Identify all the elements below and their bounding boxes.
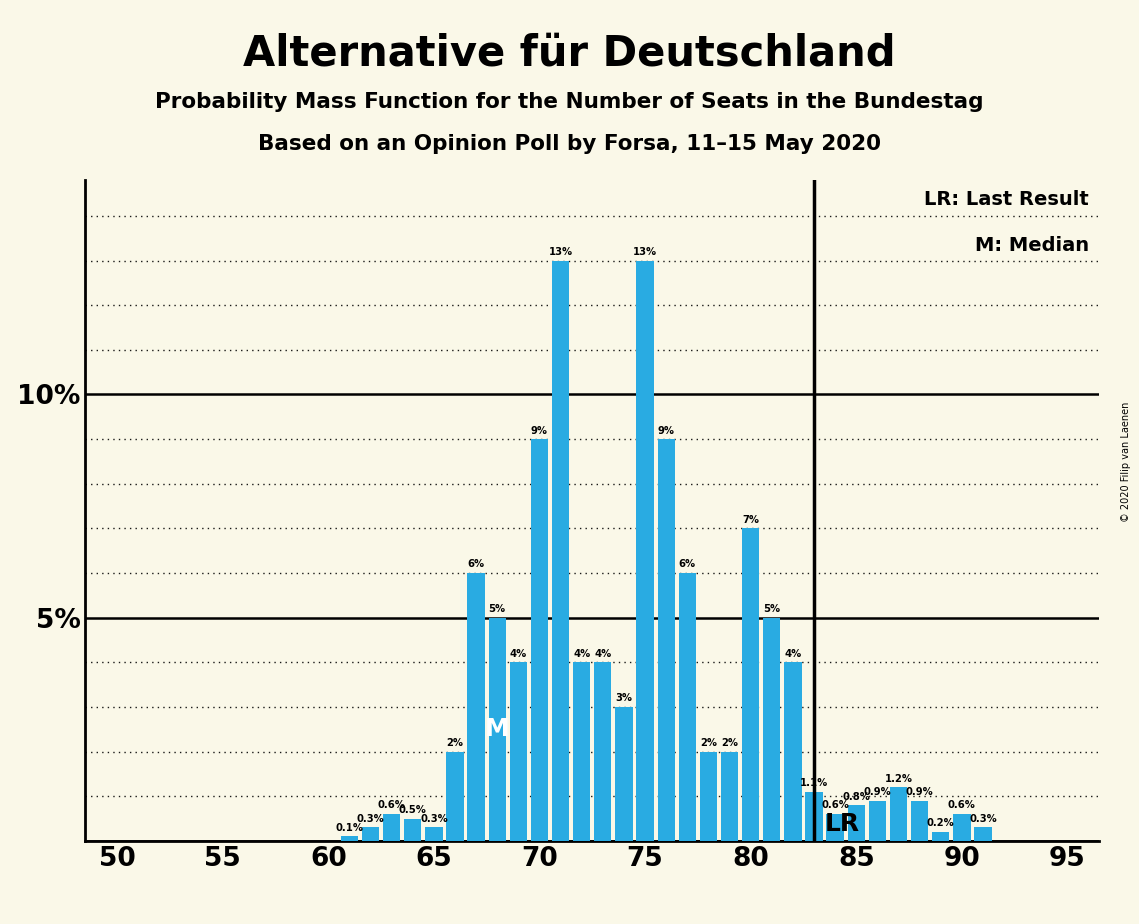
Text: 3%: 3% bbox=[615, 693, 632, 703]
Bar bbox=[510, 663, 527, 841]
Text: LR: LR bbox=[825, 812, 860, 836]
Bar bbox=[657, 439, 674, 841]
Text: M: Median: M: Median bbox=[975, 237, 1089, 255]
Text: 13%: 13% bbox=[633, 247, 657, 257]
Bar bbox=[785, 663, 802, 841]
Text: 6%: 6% bbox=[679, 559, 696, 569]
Bar bbox=[383, 814, 400, 841]
Text: 0.2%: 0.2% bbox=[927, 819, 954, 828]
Text: 2%: 2% bbox=[721, 738, 738, 748]
Text: Based on an Opinion Poll by Forsa, 11–15 May 2020: Based on an Opinion Poll by Forsa, 11–15… bbox=[259, 134, 880, 154]
Text: 1.1%: 1.1% bbox=[800, 778, 828, 788]
Text: M: M bbox=[485, 717, 509, 741]
Bar bbox=[679, 573, 696, 841]
Text: 0.3%: 0.3% bbox=[420, 814, 448, 824]
Bar bbox=[890, 787, 907, 841]
Bar bbox=[847, 805, 865, 841]
Bar bbox=[911, 801, 928, 841]
Bar bbox=[552, 261, 570, 841]
Text: 0.9%: 0.9% bbox=[863, 787, 891, 797]
Text: 4%: 4% bbox=[785, 649, 802, 659]
Bar bbox=[699, 751, 718, 841]
Text: 4%: 4% bbox=[573, 649, 590, 659]
Text: 13%: 13% bbox=[549, 247, 573, 257]
Bar bbox=[362, 828, 379, 841]
Bar bbox=[637, 261, 654, 841]
Bar bbox=[763, 617, 780, 841]
Text: 0.6%: 0.6% bbox=[378, 800, 405, 810]
Text: 5%: 5% bbox=[763, 604, 780, 614]
Bar bbox=[932, 832, 950, 841]
Bar bbox=[805, 792, 822, 841]
Text: 0.8%: 0.8% bbox=[843, 792, 870, 801]
Bar bbox=[573, 663, 590, 841]
Bar bbox=[741, 529, 760, 841]
Text: Alternative für Deutschland: Alternative für Deutschland bbox=[244, 32, 895, 74]
Text: 2%: 2% bbox=[700, 738, 716, 748]
Bar bbox=[531, 439, 548, 841]
Text: 9%: 9% bbox=[657, 426, 674, 435]
Bar bbox=[953, 814, 970, 841]
Text: LR: Last Result: LR: Last Result bbox=[924, 190, 1089, 209]
Text: 0.1%: 0.1% bbox=[335, 822, 363, 833]
Bar bbox=[341, 836, 358, 841]
Text: © 2020 Filip van Laenen: © 2020 Filip van Laenen bbox=[1121, 402, 1131, 522]
Bar bbox=[446, 751, 464, 841]
Text: 0.3%: 0.3% bbox=[357, 814, 384, 824]
Bar bbox=[467, 573, 485, 841]
Text: 7%: 7% bbox=[743, 515, 760, 525]
Text: 4%: 4% bbox=[595, 649, 612, 659]
Bar bbox=[869, 801, 886, 841]
Text: 9%: 9% bbox=[531, 426, 548, 435]
Text: 6%: 6% bbox=[468, 559, 485, 569]
Bar bbox=[827, 814, 844, 841]
Text: 4%: 4% bbox=[510, 649, 527, 659]
Bar bbox=[425, 828, 443, 841]
Bar bbox=[615, 707, 632, 841]
Bar bbox=[721, 751, 738, 841]
Text: 1.2%: 1.2% bbox=[885, 773, 912, 784]
Text: 0.6%: 0.6% bbox=[821, 800, 849, 810]
Text: 0.5%: 0.5% bbox=[399, 805, 427, 815]
Text: 5%: 5% bbox=[489, 604, 506, 614]
Text: 0.6%: 0.6% bbox=[948, 800, 976, 810]
Text: Probability Mass Function for the Number of Seats in the Bundestag: Probability Mass Function for the Number… bbox=[155, 92, 984, 113]
Bar bbox=[595, 663, 612, 841]
Text: 2%: 2% bbox=[446, 738, 464, 748]
Text: 0.3%: 0.3% bbox=[969, 814, 997, 824]
Bar bbox=[489, 617, 506, 841]
Bar bbox=[974, 828, 992, 841]
Bar bbox=[404, 819, 421, 841]
Text: 0.9%: 0.9% bbox=[906, 787, 934, 797]
